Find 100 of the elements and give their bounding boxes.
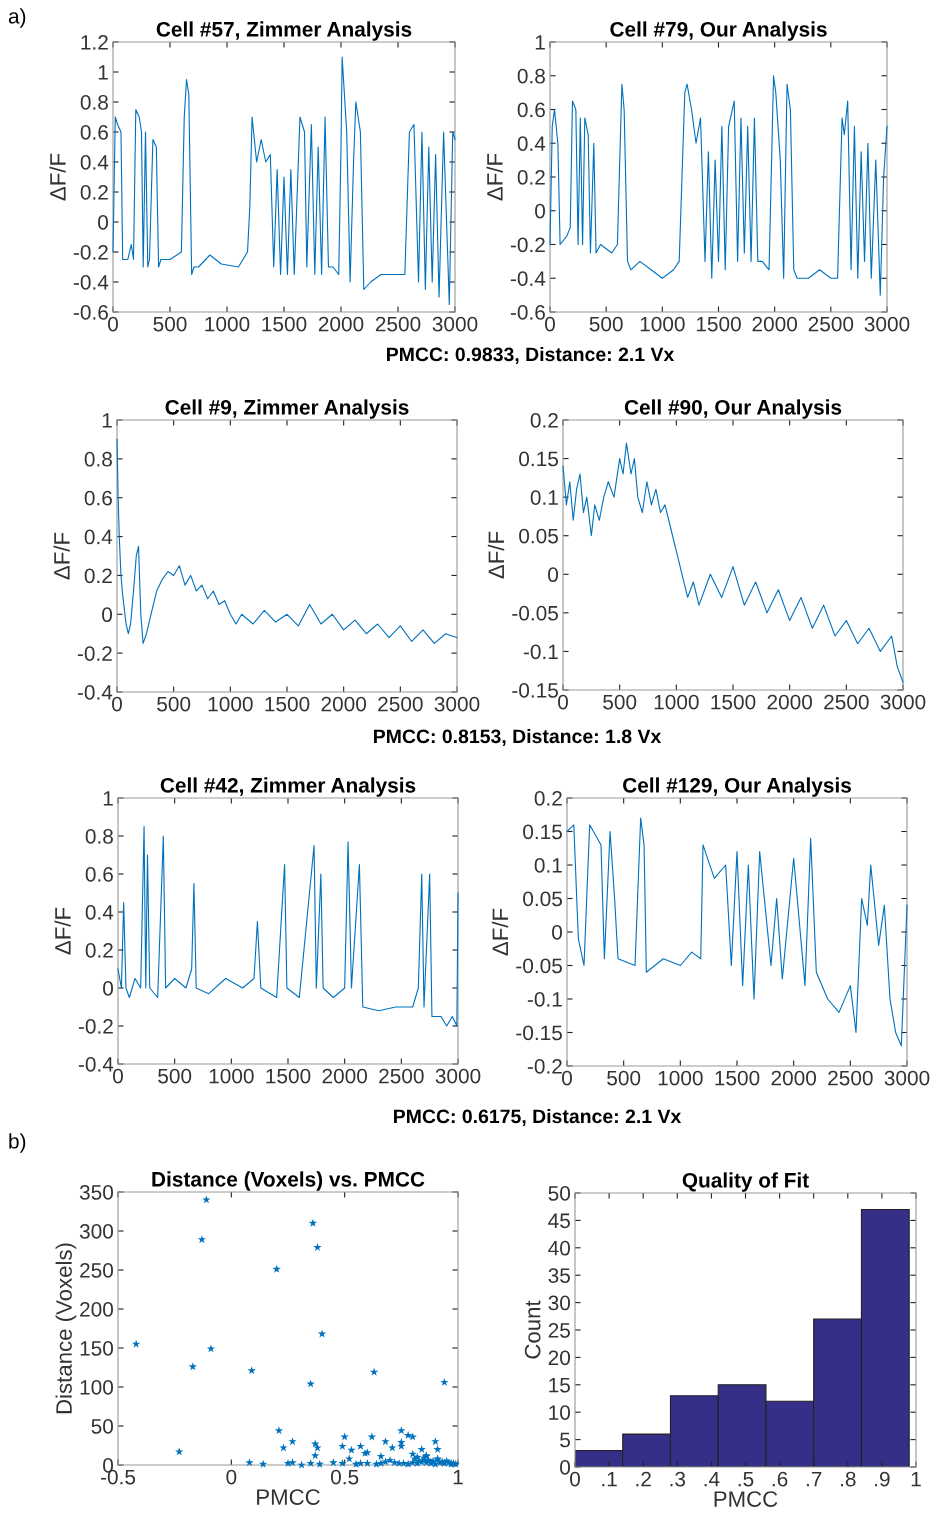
y-tick-label: 0 [103, 981, 114, 996]
y-tick-label: 0.1 [534, 858, 562, 873]
x-tick-label: 500 [158, 1068, 192, 1084]
y-tick-label: 50 [91, 1419, 114, 1434]
y-tick-label: 100 [80, 1380, 114, 1395]
y-tick-label: 0.05 [523, 891, 562, 907]
y-axis-title: Count [524, 1300, 541, 1359]
x-tick-label: 0 [226, 1469, 237, 1485]
y-tick-label: 0.2 [517, 170, 545, 185]
y-tick-label: 0.6 [517, 102, 545, 118]
line-series [562, 442, 904, 683]
y-tick-label: 10 [549, 1405, 571, 1420]
y-tick-label: -0.05 [516, 958, 562, 974]
x-tick-label: 2000 [752, 316, 798, 332]
y-tick-label: 0.8 [80, 95, 108, 110]
y-axis-title: ΔF/F [49, 153, 66, 201]
text: PMCC: 0.6175, Distance: 2.1 Vx [394, 1108, 682, 1127]
x-tick-label: 1000 [654, 694, 699, 710]
y-tick-label: -0.1 [527, 992, 562, 1007]
y-tick-label: 20 [548, 1350, 571, 1366]
y-tick-label: -0.1 [523, 644, 558, 660]
x-tick-label: 2500 [375, 316, 421, 332]
line-series [116, 438, 458, 644]
x-tick-label: 500 [153, 316, 187, 332]
y-tick-label: 1.2 [81, 35, 108, 50]
x-tick-label: 1500 [696, 316, 741, 332]
text: PMCC: 0.8153, Distance: 1.8 Vx [374, 728, 662, 747]
y-tick-label: 0.05 [519, 528, 558, 544]
line-series [566, 817, 908, 1047]
y-tick-label: -0.05 [512, 605, 558, 621]
chart-title: Cell #90, Our Analysis [624, 399, 842, 419]
chart-title: Cell #42, Zimmer Analysis [160, 777, 416, 797]
line-series [112, 56, 456, 306]
y-tick-label: -0.6 [73, 305, 108, 320]
y-tick-label: 300 [79, 1224, 114, 1239]
y-tick-label: 0.4 [517, 136, 546, 151]
chart-title: Cell #9, Zimmer Analysis [165, 399, 409, 419]
y-tick-label: 0.15 [519, 451, 558, 467]
x-tick-label: 2500 [824, 694, 869, 710]
x-tick-label: 3000 [884, 1070, 930, 1086]
chart-title: Distance (Voxels) vs. PMCC [152, 1171, 425, 1191]
y-tick-label: -0.4 [77, 685, 113, 700]
x-tick-label: 1500 [265, 696, 310, 712]
x-tick-label: 2000 [321, 696, 367, 712]
y-tick-label: 15 [549, 1378, 570, 1393]
y-tick-label: 0.6 [80, 125, 108, 140]
y-tick-label: 0.15 [523, 824, 562, 840]
y-axis-title: ΔF/F [487, 531, 505, 579]
x-tick-label: 500 [607, 1070, 641, 1086]
y-tick-label: 0 [548, 567, 559, 583]
y-tick-label: -0.4 [73, 275, 109, 290]
y-tick-label: 1 [535, 35, 545, 50]
x-tick-label: 1500 [266, 1068, 311, 1084]
y-tick-label: 350 [79, 1185, 114, 1200]
y-axis-title: ΔF/F [53, 532, 70, 580]
y-axis-title: ΔF/F [54, 907, 71, 955]
y-tick-label: 5 [560, 1432, 570, 1448]
x-tick-label: 3000 [432, 316, 478, 332]
y-tick-label: 0.2 [530, 413, 558, 428]
y-tick-label: 250 [80, 1263, 114, 1278]
x-tick-label: .9 [875, 1471, 890, 1487]
x-tick-label: 3000 [434, 696, 480, 712]
x-tick-label: .7 [806, 1471, 822, 1487]
chart-title: Cell #129, Our Analysis [623, 777, 851, 797]
y-tick-label: 0 [535, 203, 546, 219]
x-tick-label: 3000 [435, 1068, 481, 1084]
x-tick-label: 1000 [208, 696, 253, 712]
x-tick-label: 1 [453, 1469, 463, 1485]
x-tick-label: 1500 [715, 1070, 760, 1086]
x-tick-label: 2500 [378, 696, 423, 712]
y-tick-label: -0.2 [77, 646, 112, 661]
text: a) [8, 8, 26, 28]
x-tick-label: 500 [603, 694, 637, 710]
y-tick-label: 0.2 [84, 568, 112, 584]
x-tick-label: .4 [704, 1471, 720, 1487]
y-tick-label: 0.4 [85, 905, 114, 920]
x-tick-label: 500 [589, 316, 623, 332]
text: PMCC: 0.9833, Distance: 2.1 Vx [387, 346, 675, 365]
y-axis-title: ΔF/F [491, 908, 509, 956]
x-tick-label: 1000 [640, 316, 685, 332]
y-axis-title: Distance (Voxels) [55, 1243, 77, 1414]
y-tick-label: -0.15 [512, 683, 558, 698]
y-tick-label: 40 [548, 1240, 571, 1256]
x-tick-label: 1000 [658, 1070, 703, 1086]
y-tick-label: -0.2 [510, 237, 545, 253]
y-tick-label: -0.4 [510, 271, 546, 286]
y-tick-label: 200 [80, 1302, 114, 1317]
y-tick-label: 0.6 [85, 867, 113, 882]
y-tick-label: -0.4 [78, 1057, 114, 1072]
x-tick-label: .5 [738, 1471, 754, 1487]
y-tick-label: 0 [552, 925, 563, 940]
y-tick-label: 1 [103, 791, 113, 806]
y-tick-label: 0.4 [80, 155, 109, 170]
y-tick-label: 150 [80, 1341, 114, 1356]
x-axis-title: PMCC [714, 1491, 778, 1507]
y-tick-label: 0.4 [84, 529, 113, 545]
x-tick-label: 0.5 [331, 1469, 359, 1485]
y-tick-label: 0.2 [85, 943, 113, 958]
x-tick-label: 1000 [209, 1068, 254, 1084]
x-tick-label: 2500 [808, 316, 854, 332]
